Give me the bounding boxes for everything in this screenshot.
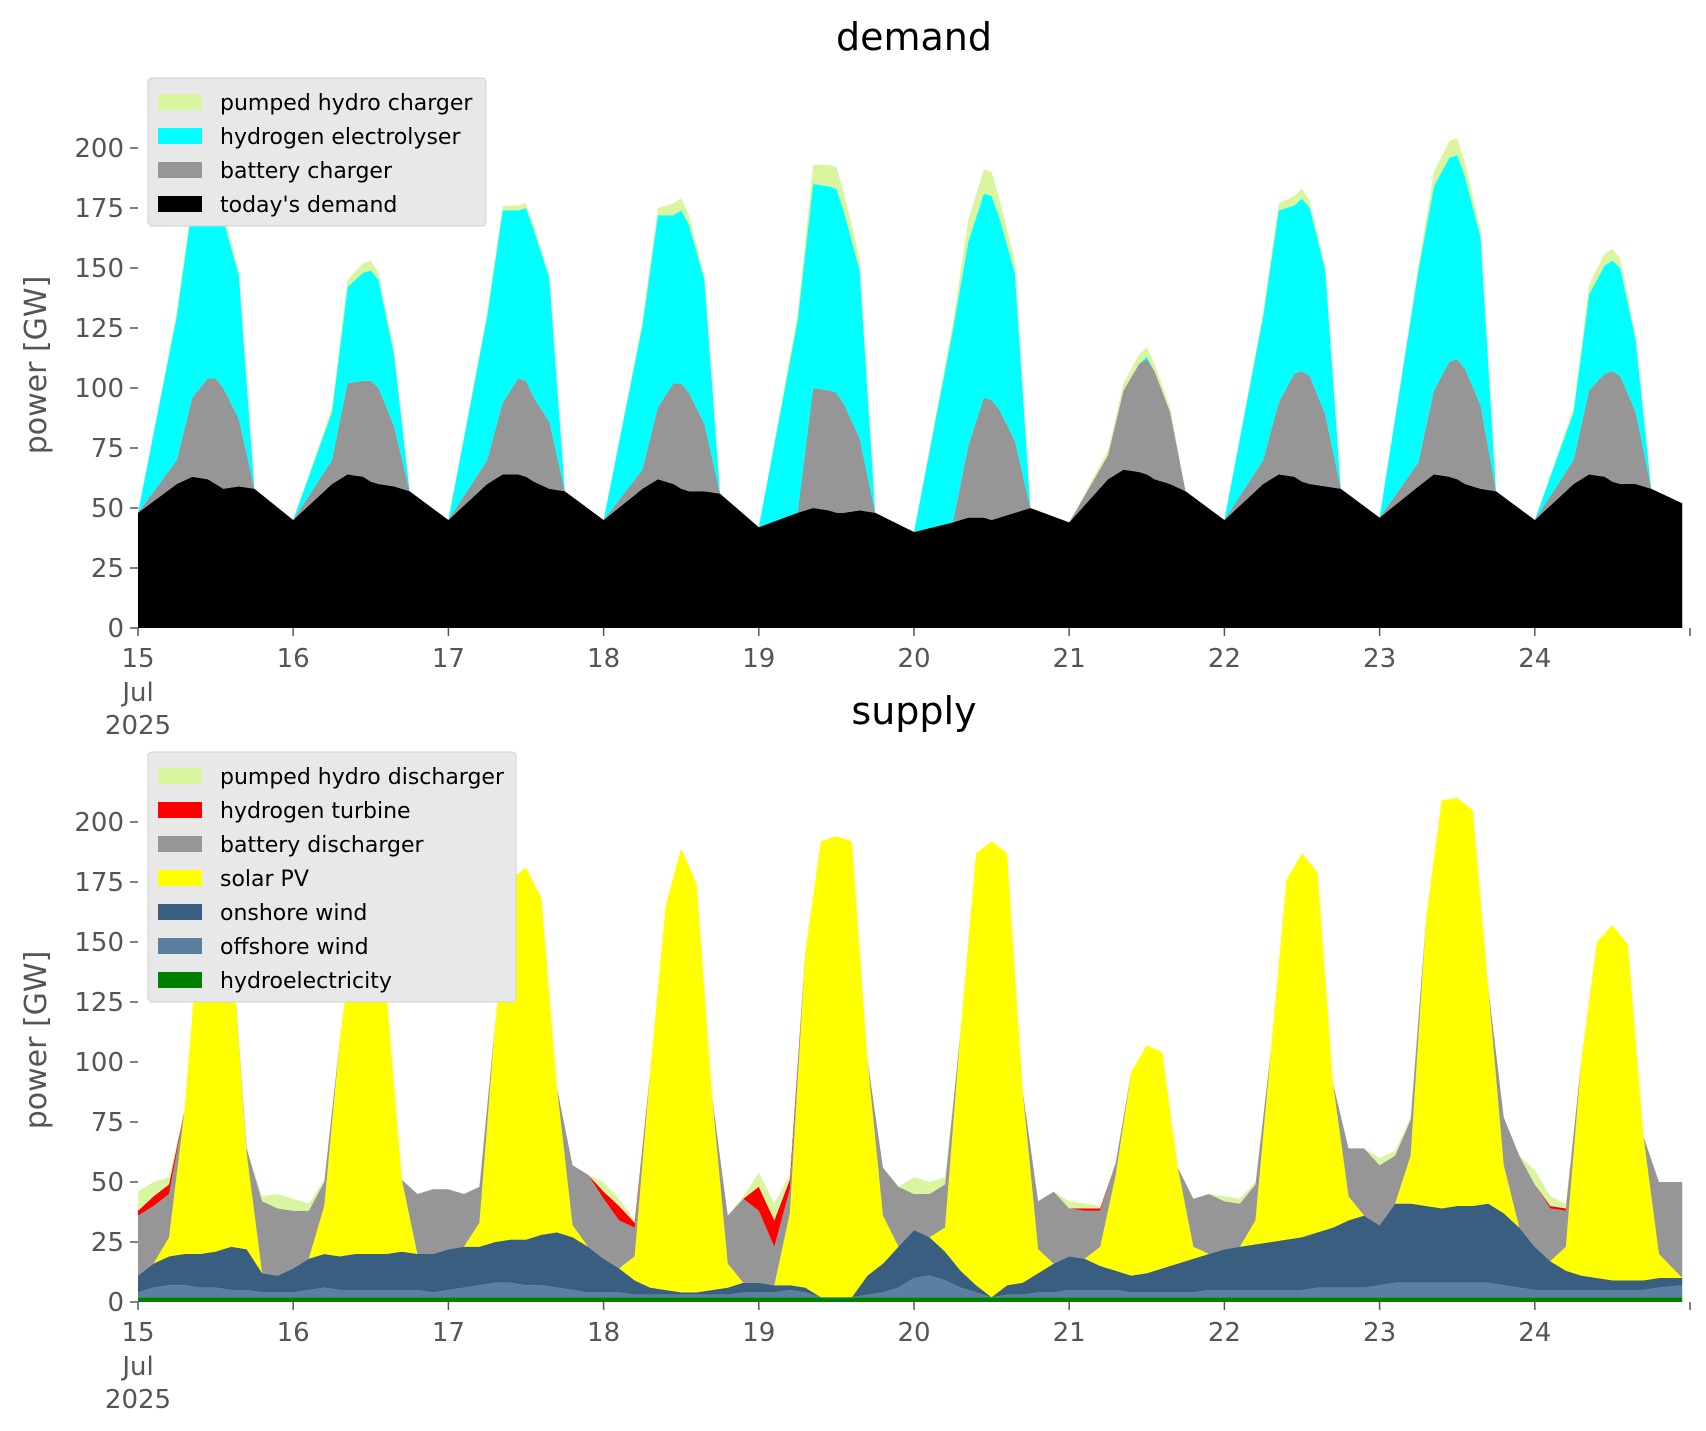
x-tick-label: 22 bbox=[1208, 1318, 1241, 1348]
y-axis-label: power [GW] bbox=[19, 951, 54, 1130]
y-tick-label: 100 bbox=[74, 374, 124, 404]
legend-swatch bbox=[158, 972, 202, 988]
area-solar-pv bbox=[138, 798, 1683, 1298]
x-tick-label: 15 bbox=[121, 1318, 154, 1348]
axes: 0 25 50 75 100 125 150 175 200 15 16 17 18 19 20 21 22 23… bbox=[74, 134, 1691, 741]
legend-label: battery charger bbox=[220, 159, 393, 184]
x-tick-sublabel: 2025 bbox=[105, 711, 171, 741]
y-tick-label: 25 bbox=[91, 1228, 124, 1258]
legend-swatch bbox=[158, 768, 202, 784]
x-tick-sublabel: 2025 bbox=[105, 1385, 171, 1415]
legend-label: hydrogen turbine bbox=[220, 799, 411, 824]
legend-swatch bbox=[158, 162, 202, 178]
x-tick-label: 20 bbox=[897, 1318, 930, 1348]
y-tick-label: 125 bbox=[74, 314, 124, 344]
legend-swatch bbox=[158, 904, 202, 920]
x-tick-sublabel: Jul bbox=[120, 1352, 153, 1382]
y-tick-label: 75 bbox=[91, 434, 124, 464]
legend: pumped hydro discharger hydrogen turbine b… bbox=[147, 751, 517, 1003]
x-tick-label: 15 bbox=[121, 644, 154, 674]
area-onshore-wind bbox=[138, 1203, 1683, 1298]
x-tick-sublabel: Jul bbox=[120, 678, 153, 708]
chart-title: supply bbox=[851, 689, 976, 733]
legend-box bbox=[147, 751, 517, 1003]
legend-label: pumped hydro charger bbox=[220, 91, 473, 116]
y-tick-label: 150 bbox=[74, 254, 124, 284]
legend-swatch bbox=[158, 128, 202, 144]
x-tick-label: 17 bbox=[432, 644, 465, 674]
legend-label: offshore wind bbox=[220, 935, 369, 960]
x-tick-label: 24 bbox=[1518, 1318, 1551, 1348]
y-tick-label: 175 bbox=[74, 868, 124, 898]
x-tick-label: 22 bbox=[1208, 644, 1241, 674]
y-tick-label: 100 bbox=[74, 1048, 124, 1078]
y-tick-label: 200 bbox=[74, 808, 124, 838]
x-tick-label: 20 bbox=[897, 644, 930, 674]
area-battery-discharger bbox=[138, 798, 1683, 1286]
y-tick-label: 0 bbox=[107, 614, 124, 644]
axes: 0 25 50 75 100 125 150 175 200 15 16 17 18 19 20 21 22 23… bbox=[74, 808, 1691, 1415]
y-tick-label: 50 bbox=[91, 494, 124, 524]
area-layer bbox=[138, 138, 1683, 628]
area-hydroelectricity bbox=[138, 1297, 1683, 1302]
x-tick-label: 18 bbox=[587, 1318, 620, 1348]
x-tick-label: 19 bbox=[742, 1318, 775, 1348]
area-battery-charger bbox=[138, 359, 1683, 532]
y-tick-label: 125 bbox=[74, 988, 124, 1018]
x-tick-label: 21 bbox=[1053, 644, 1086, 674]
y-tick-label: 200 bbox=[74, 134, 124, 164]
area-layer bbox=[138, 798, 1683, 1302]
y-axis-label: power [GW] bbox=[19, 276, 54, 455]
x-tick-label: 19 bbox=[742, 644, 775, 674]
legend-swatch bbox=[158, 94, 202, 110]
x-tick-label: 23 bbox=[1363, 1318, 1396, 1348]
supply-panel: supply power [GW] 0 25 50 75 100 125 150 175 200… bbox=[19, 689, 1691, 1415]
y-tick-label: 175 bbox=[74, 194, 124, 224]
x-tick-label: 16 bbox=[277, 1318, 310, 1348]
legend-label: hydrogen electrolyser bbox=[220, 125, 461, 150]
x-tick-label: 18 bbox=[587, 644, 620, 674]
legend-label: today's demand bbox=[220, 193, 397, 218]
area-today-s-demand bbox=[138, 469, 1683, 628]
demand-panel: demand power [GW] 0 25 50 75 100 125 150 175 200… bbox=[19, 15, 1691, 741]
x-tick-label: 17 bbox=[432, 1318, 465, 1348]
legend-swatch bbox=[158, 196, 202, 212]
y-tick-label: 25 bbox=[91, 554, 124, 584]
legend-box bbox=[147, 77, 487, 227]
legend-swatch bbox=[158, 938, 202, 954]
y-tick-label: 150 bbox=[74, 928, 124, 958]
legend-swatch bbox=[158, 802, 202, 818]
y-tick-label: 0 bbox=[107, 1288, 124, 1318]
legend-label: pumped hydro discharger bbox=[220, 765, 505, 790]
y-tick-label: 75 bbox=[91, 1108, 124, 1138]
x-tick-label: 21 bbox=[1053, 1318, 1086, 1348]
area-hydrogen-electrolyser bbox=[138, 155, 1683, 532]
y-tick-label: 50 bbox=[91, 1168, 124, 1198]
chart-title: demand bbox=[836, 15, 992, 59]
legend-label: onshore wind bbox=[220, 901, 367, 926]
x-tick-label: 16 bbox=[277, 644, 310, 674]
x-tick-label: 23 bbox=[1363, 644, 1396, 674]
legend-swatch bbox=[158, 870, 202, 886]
area-offshore-wind bbox=[138, 1275, 1683, 1298]
legend-label: battery discharger bbox=[220, 833, 425, 858]
legend-label: hydroelectricity bbox=[220, 969, 392, 994]
x-tick-label: 24 bbox=[1518, 644, 1551, 674]
legend: pumped hydro charger hydrogen electrolyse… bbox=[147, 77, 487, 227]
legend-label: solar PV bbox=[220, 867, 309, 892]
legend-swatch bbox=[158, 836, 202, 852]
